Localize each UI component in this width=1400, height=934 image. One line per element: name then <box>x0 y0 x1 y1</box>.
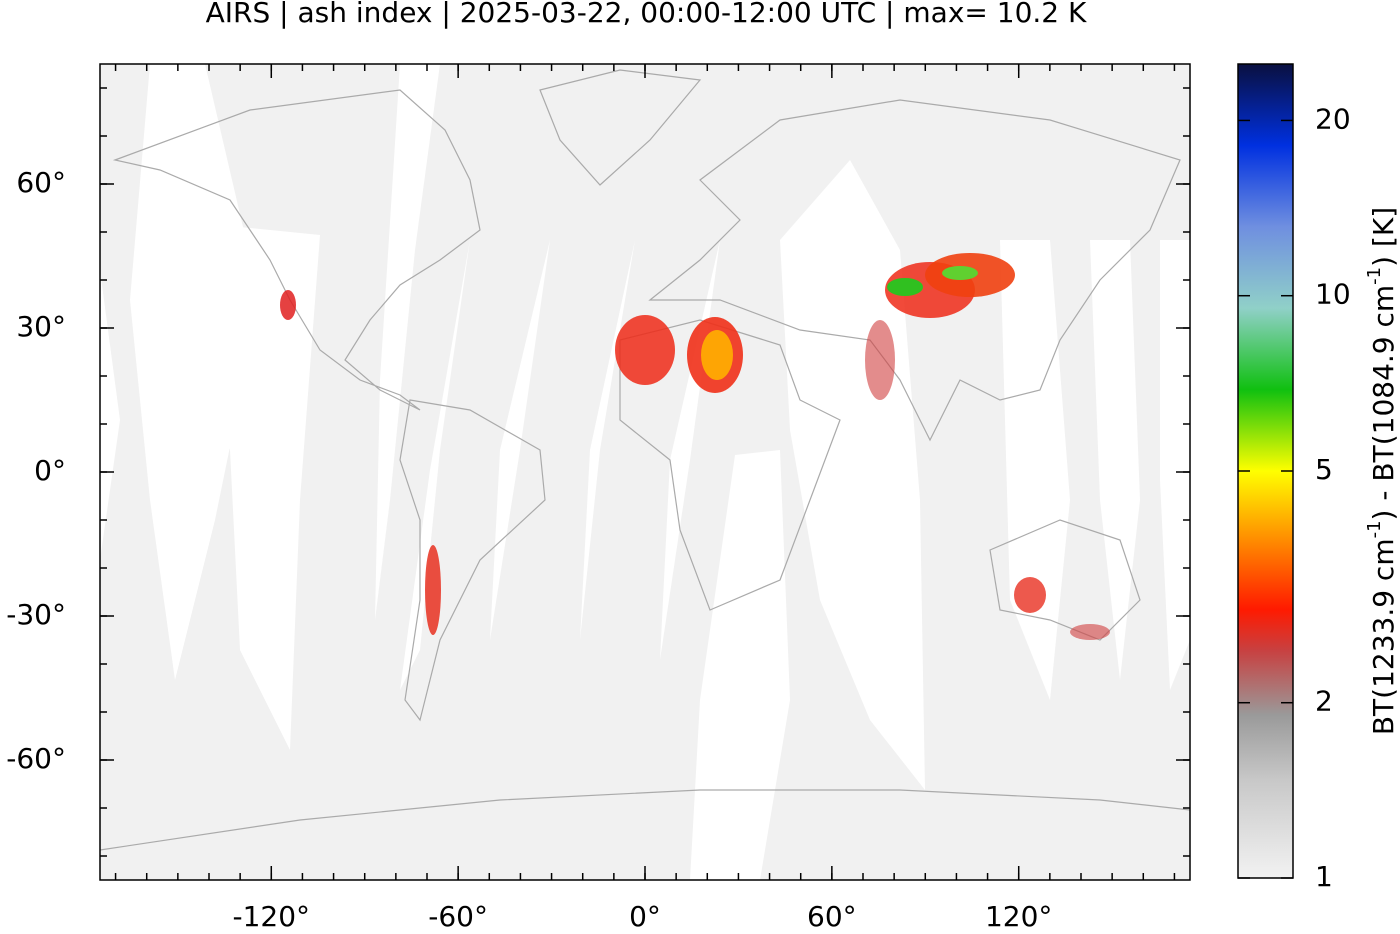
x-tick-label: 120° <box>985 900 1052 930</box>
x-tick-label: -60° <box>428 900 488 930</box>
coastlines <box>100 69 1190 851</box>
map <box>100 64 1190 880</box>
chart-title: AIRS | ash index | 2025-03-22, 00:00-12:… <box>206 0 1087 29</box>
y-tick-label: -30° <box>6 598 66 631</box>
y-tick-label: -60° <box>6 742 66 775</box>
y-tick-label: 0° <box>34 454 66 487</box>
x-tick-label: 60° <box>807 900 857 930</box>
y-tick-label: 60° <box>16 166 66 199</box>
colorbar-tick-label: 2 <box>1315 685 1333 718</box>
colorbar-tick-label: 5 <box>1315 453 1333 486</box>
colorbar-tick-label: 20 <box>1315 102 1351 135</box>
label-part: BT(1233.9 cm <box>1367 538 1400 735</box>
label-part: ) - BT(1084.9 cm <box>1367 285 1400 521</box>
y-tick-label: 30° <box>16 310 66 343</box>
ash-signal <box>280 253 1110 640</box>
label-part: ) [K] <box>1367 207 1400 267</box>
colorbar-label: BT(1233.9 cm-1) - BT(1084.9 cm-1) [K] <box>1364 207 1400 735</box>
colorbar-tick-label: 10 <box>1315 278 1351 311</box>
x-tick-label: -120° <box>233 900 311 930</box>
swath-gaps <box>100 64 1190 880</box>
label-superscript: -1 <box>1364 267 1385 285</box>
label-superscript: -1 <box>1364 520 1385 538</box>
colorbar-tick-label: 1 <box>1315 860 1333 893</box>
x-tick-label: 0° <box>629 900 661 930</box>
